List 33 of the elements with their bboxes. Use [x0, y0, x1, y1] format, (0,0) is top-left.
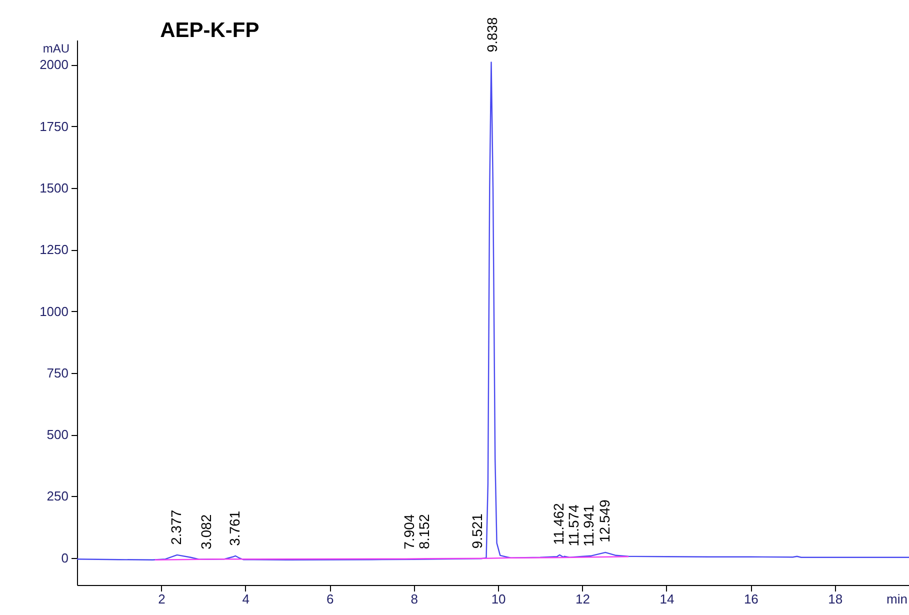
annotation: 11.462 [550, 502, 567, 545]
y-tick-label: 2000 [40, 57, 68, 72]
x-tick-label: 2 [158, 592, 166, 606]
y-tick-label: 0 [61, 550, 68, 566]
x-tick-label: 6 [326, 592, 334, 606]
annotation: 3.761 [226, 510, 242, 546]
annotation: 2.377 [168, 510, 184, 545]
x-tick-label: 8 [410, 592, 418, 606]
x-tick-label: 10 [491, 592, 506, 606]
annotation: 3.082 [198, 514, 214, 550]
annotation: 7.904 [400, 514, 417, 550]
y-tick-label: 1500 [40, 180, 68, 196]
annotation: 9.521 [468, 513, 485, 549]
x-tick-label: 4 [242, 592, 250, 606]
y-tick-label: 1750 [40, 118, 68, 134]
annotation: 11.941 [580, 504, 597, 547]
x-tick-label: 12 [576, 592, 590, 606]
y-tick-label: 1250 [40, 242, 68, 258]
y-tick-label: 500 [46, 427, 68, 442]
line-series [76, 62, 909, 560]
annotation: 12.549 [596, 499, 612, 542]
chart-title: AEP-K-FP [160, 19, 260, 42]
x-tick-label: 16 [744, 592, 758, 606]
x-tick-label: 18 [828, 592, 843, 606]
x-axis-title: min [886, 592, 908, 606]
y-tick-label: 1000 [40, 304, 68, 319]
x-tick-label: 14 [660, 592, 674, 606]
annotation: 11.574 [566, 504, 582, 546]
annotation: 9.838 [484, 16, 500, 52]
annotation: 8.152 [416, 514, 432, 550]
y-tick-label: 750 [46, 365, 68, 380]
y-axis-title: mAU [42, 42, 70, 56]
y-tick-label: 250 [46, 488, 68, 504]
